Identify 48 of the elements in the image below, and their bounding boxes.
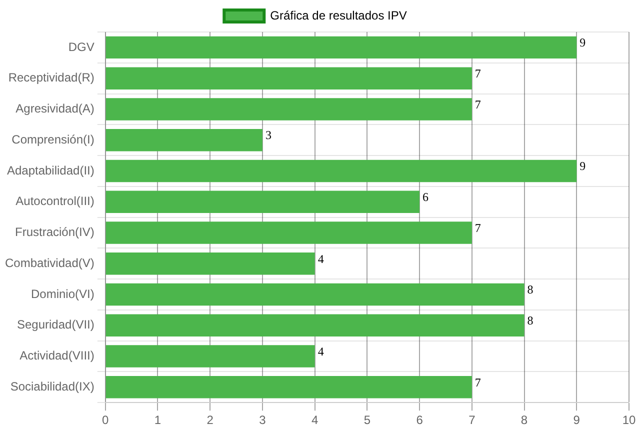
- data-label: 8: [527, 282, 534, 297]
- x-tick-label: 7: [468, 413, 476, 428]
- bar: [106, 190, 420, 213]
- bar: [106, 345, 315, 368]
- bar: [106, 314, 524, 337]
- data-label: 4: [318, 344, 324, 358]
- bar: [106, 128, 262, 152]
- y-tick-label: Adaptabilidad(II): [6, 163, 94, 178]
- data-label: 7: [474, 66, 481, 80]
- y-tick-label: Autocontrol(III): [16, 194, 94, 208]
- y-tick-label: Comprensión(I): [12, 132, 94, 146]
- data-label: 7: [474, 375, 481, 390]
- bar: [106, 283, 524, 306]
- x-tick-label: 4: [311, 413, 318, 428]
- data-label: 9: [580, 159, 586, 174]
- x-tick-label: 0: [102, 413, 110, 428]
- y-tick-label: Dominio(VI): [31, 286, 94, 301]
- bar: [106, 36, 577, 59]
- y-tick-label: Combatividad(V): [4, 256, 94, 270]
- bar: [106, 222, 472, 244]
- legend-label: Gráfica de resultados IPV: [270, 8, 407, 22]
- y-tick-label: Sociabilidad(IX): [10, 379, 94, 394]
- y-tick-label: Receptividad(R): [8, 70, 94, 85]
- y-tick-label: Frustración(IV): [15, 225, 94, 240]
- x-tick-label: 2: [206, 413, 214, 428]
- bar: [106, 67, 472, 90]
- data-label: 4: [318, 252, 324, 266]
- y-tick-label: Actividad(VIII): [20, 348, 94, 363]
- data-label: 7: [474, 220, 481, 235]
- data-label: 7: [474, 97, 481, 112]
- y-tick-label: Agresividad(A): [16, 102, 94, 116]
- x-tick-label: 5: [364, 413, 371, 428]
- y-tick-label: DGV: [68, 40, 94, 54]
- bar: [106, 160, 577, 182]
- x-tick-label: 6: [416, 413, 424, 428]
- bar: [106, 98, 472, 120]
- data-label: 6: [422, 190, 429, 204]
- bar: [106, 252, 315, 275]
- y-tick-label: Seguridad(VII): [16, 318, 94, 332]
- x-tick-label: 9: [573, 413, 580, 428]
- x-tick-label: 10: [622, 413, 636, 428]
- data-label: 3: [265, 128, 272, 142]
- x-tick-label: 8: [520, 413, 528, 428]
- x-tick-label: 3: [259, 413, 266, 428]
- bar: [106, 376, 472, 398]
- data-label: 9: [580, 36, 586, 50]
- x-tick-label: 1: [154, 413, 162, 428]
- data-label: 8: [527, 314, 534, 328]
